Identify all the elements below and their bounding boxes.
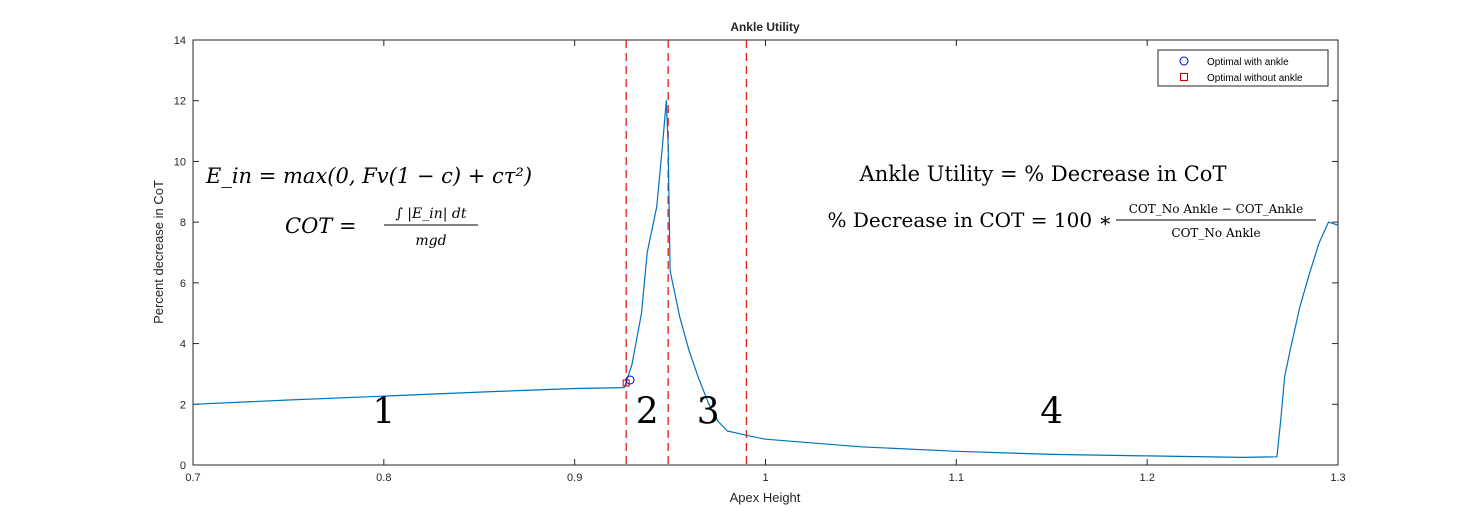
optimal-markers — [622, 375, 635, 387]
left-equations: E_in = max(0, Fv(1 − c) + cτ²) COT = ∫ |… — [205, 164, 532, 249]
percent-decrease-denominator: COT_No Ankle — [1171, 226, 1260, 240]
legend-square-marker — [1180, 73, 1188, 81]
region-label: 1 — [372, 391, 395, 432]
percent-decrease-curve — [192, 100, 1339, 458]
axes-box — [192, 39, 1339, 466]
optimal-without-ankle-marker — [622, 379, 630, 387]
legend-item-optimal-without-ankle: Optimal without ankle — [1207, 73, 1303, 84]
y-tick-label: 0 — [180, 460, 186, 472]
cot-fraction-numerator: ∫ |E_in| dt — [396, 206, 467, 222]
y-tick-label: 14 — [174, 35, 186, 47]
legend-item-optimal-with-ankle: Optimal with ankle — [1207, 57, 1289, 68]
right-equations: Ankle Utility = % Decrease in CoT % Decr… — [828, 162, 1316, 240]
x-tick-label: 0.7 — [185, 472, 200, 484]
x-axis-label: Apex Height — [730, 490, 801, 505]
x-tick-label: 1.2 — [1140, 472, 1155, 484]
region-label: 4 — [1040, 391, 1063, 432]
x-tick-label: 0.8 — [376, 472, 391, 484]
energy-equation: E_in = max(0, Fv(1 − c) + cτ²) — [205, 164, 532, 188]
ankle-utility-definition: Ankle Utility = % Decrease in CoT — [859, 162, 1227, 186]
series-layer — [192, 100, 1339, 458]
y-tick-label: 8 — [180, 217, 186, 229]
x-tick-label: 1.1 — [949, 472, 964, 484]
x-tick-label: 1 — [762, 472, 768, 484]
legend-circle-marker — [1179, 56, 1189, 66]
region-label: 2 — [636, 391, 659, 432]
y-tick-label: 2 — [180, 399, 186, 411]
percent-decrease-lhs: % Decrease in COT = 100 ∗ — [828, 208, 1112, 232]
x-tick-label: 0.9 — [567, 472, 582, 484]
x-tick-label: 1.3 — [1330, 472, 1345, 484]
percent-decrease-numerator: COT_No Ankle − COT_Ankle — [1129, 202, 1303, 216]
y-tick-label: 6 — [180, 278, 186, 290]
cot-equation-lhs: COT = — [285, 214, 357, 238]
vertical-dashed-lines — [625, 40, 748, 465]
y-axis-label: Percent decrease in CoT — [151, 180, 166, 324]
legend: Optimal with ankle Optimal without ankle — [1157, 49, 1329, 87]
chart-title: Ankle Utility — [730, 20, 800, 34]
cot-fraction-denominator: mgd — [415, 233, 446, 249]
y-tick-label: 10 — [174, 156, 186, 168]
region-label: 3 — [697, 391, 720, 432]
y-tick-label: 4 — [180, 339, 186, 351]
y-tick-label: 12 — [174, 96, 186, 108]
